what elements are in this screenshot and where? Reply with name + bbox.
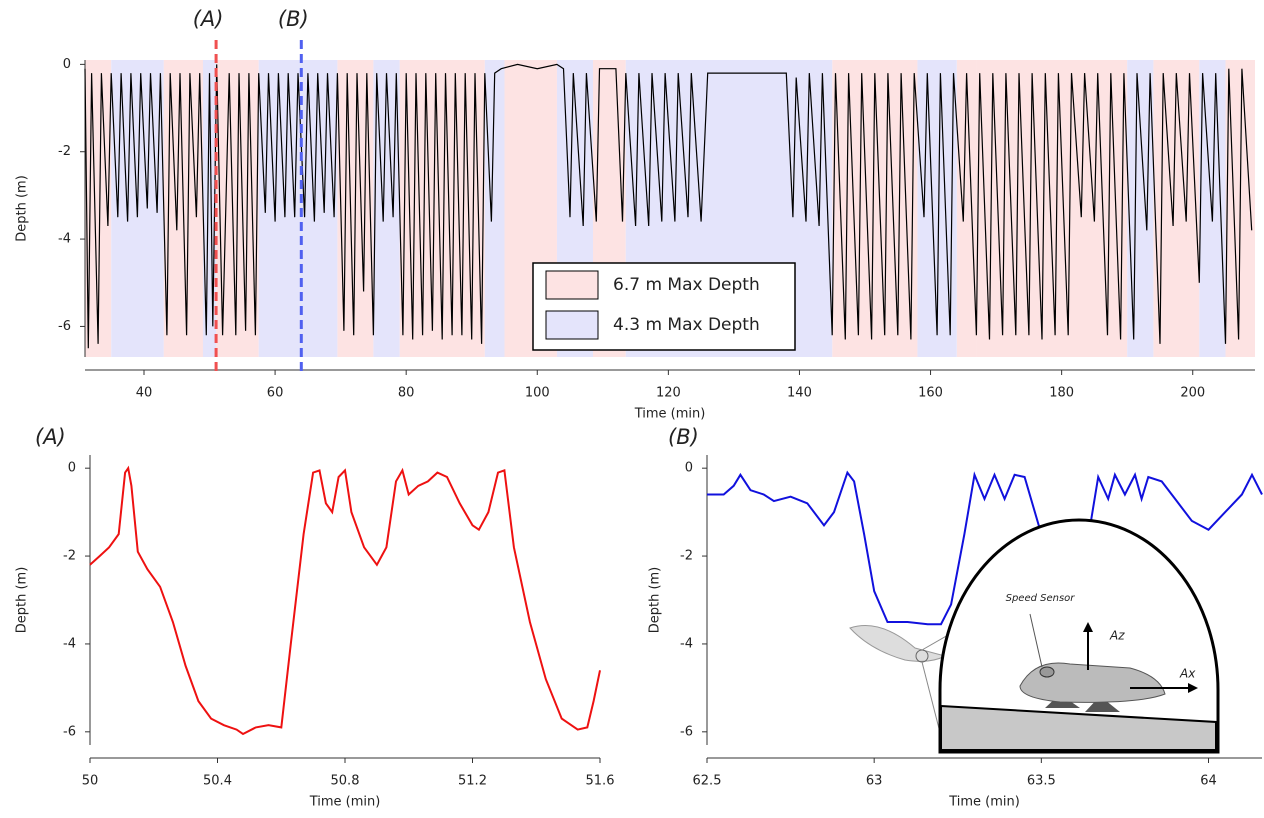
y-tick-label: -6: [58, 319, 71, 334]
legend-swatch: [545, 270, 599, 300]
shading-region: [484, 60, 505, 357]
y-tick-label: -2: [680, 549, 693, 564]
y-tick-label: -6: [680, 724, 693, 739]
y-tick-label: 0: [63, 57, 71, 72]
legend-label: 6.7 m Max Depth: [613, 275, 760, 295]
data-line: [707, 470, 1263, 626]
annotation: Speed Sensor: [1006, 593, 1076, 604]
annotation: Az: [1109, 629, 1125, 643]
y-axis-label: Depth (m): [15, 567, 30, 634]
x-tick-label: 51.6: [586, 774, 615, 789]
data-line: [84, 63, 1253, 349]
y-tick-label: -4: [63, 636, 76, 651]
x-tick-label: 50.4: [203, 774, 232, 789]
data-line: [89, 465, 601, 736]
az-arrow-head: [1083, 622, 1093, 632]
annotation: Ax: [1179, 667, 1196, 681]
x-tick-label: 180: [1049, 386, 1074, 401]
x-axis-label: Time (min): [634, 407, 706, 422]
panel-title: (B): [668, 425, 699, 449]
y-tick-label: -4: [58, 232, 71, 247]
x-tick-label: 80: [398, 386, 415, 401]
x-axis-label: Time (min): [309, 795, 381, 810]
x-tick-label: 50: [82, 774, 99, 789]
shading-region: [976, 60, 1128, 357]
y-tick-label: -2: [63, 549, 76, 564]
marker-label: (B): [278, 7, 309, 31]
legend-label: 4.3 m Max Depth: [613, 315, 760, 335]
y-tick-label: 0: [68, 461, 76, 476]
x-tick-label: 64: [1200, 774, 1217, 789]
ax-arrow-head: [1188, 683, 1198, 693]
x-tick-label: 62.5: [693, 774, 722, 789]
legend-swatch: [545, 310, 599, 340]
x-tick-label: 120: [656, 386, 681, 401]
vehicle-small: [849, 625, 947, 662]
y-tick-label: -6: [63, 724, 76, 739]
shading-region: [956, 60, 977, 357]
seabed: [940, 704, 1217, 751]
speed-sensor: [1039, 666, 1055, 678]
legend: 6.7 m Max Depth 4.3 m Max Depth: [532, 262, 796, 351]
x-tick-label: 140: [787, 386, 812, 401]
vehicle: [1019, 662, 1166, 703]
x-tick-label: 63.5: [1027, 774, 1056, 789]
vehicle-illustration: Speed Sensor Az Ax: [849, 518, 1220, 754]
y-tick-label: -2: [58, 144, 71, 159]
x-tick-label: 50.8: [331, 774, 360, 789]
y-tick-label: 0: [685, 461, 693, 476]
x-tick-label: 51.2: [458, 774, 487, 789]
y-axis-label: Depth (m): [648, 567, 663, 634]
x-tick-label: 40: [136, 386, 153, 401]
x-tick-label: 60: [267, 386, 284, 401]
marker-label: (A): [193, 7, 224, 31]
x-tick-label: 160: [918, 386, 943, 401]
panel-title: (A): [35, 425, 66, 449]
sensor-pointer: [1029, 613, 1043, 668]
y-tick-label: -4: [680, 636, 693, 651]
x-tick-label: 100: [525, 386, 550, 401]
x-tick-label: 63: [866, 774, 883, 789]
x-tick-label: 200: [1180, 386, 1205, 401]
y-axis-label: Depth (m): [15, 175, 30, 242]
x-axis-label: Time (min): [948, 795, 1020, 810]
